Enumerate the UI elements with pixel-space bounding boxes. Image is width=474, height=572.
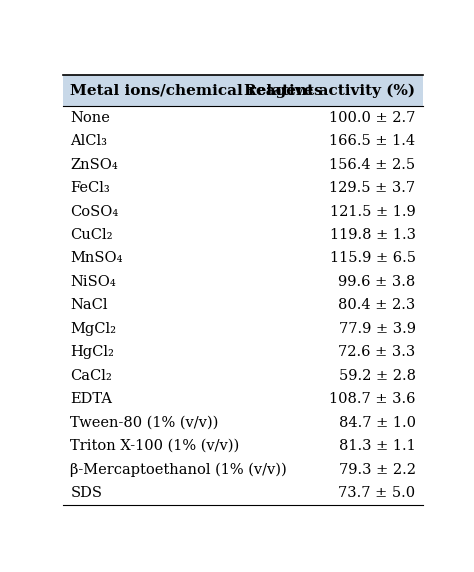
Text: 108.7 ± 3.6: 108.7 ± 3.6 [329,392,416,406]
Text: NiSO₄: NiSO₄ [70,275,116,289]
Text: 79.3 ± 2.2: 79.3 ± 2.2 [338,463,416,476]
Text: EDTA: EDTA [70,392,112,406]
Bar [63,76,423,106]
Text: 119.8 ± 1.3: 119.8 ± 1.3 [329,228,416,242]
Text: 156.4 ± 2.5: 156.4 ± 2.5 [329,158,416,172]
Text: 77.9 ± 3.9: 77.9 ± 3.9 [338,322,416,336]
Text: CaCl₂: CaCl₂ [70,369,112,383]
Text: 84.7 ± 1.0: 84.7 ± 1.0 [338,416,416,430]
Text: Relative activity (%): Relative activity (%) [245,84,416,98]
Text: MnSO₄: MnSO₄ [70,252,123,265]
Text: 100.0 ± 2.7: 100.0 ± 2.7 [329,111,416,125]
Text: 166.5 ± 1.4: 166.5 ± 1.4 [329,134,416,148]
Text: MgCl₂: MgCl₂ [70,322,116,336]
Text: FeCl₃: FeCl₃ [70,181,110,195]
Text: CuCl₂: CuCl₂ [70,228,113,242]
Text: HgCl₂: HgCl₂ [70,345,114,359]
Text: Triton X-100 (1% (v/v)): Triton X-100 (1% (v/v)) [70,439,239,453]
Text: Metal ions/chemical reagents: Metal ions/chemical reagents [70,84,323,98]
Text: 81.3 ± 1.1: 81.3 ± 1.1 [339,439,416,453]
Text: None: None [70,111,110,125]
Text: AlCl₃: AlCl₃ [70,134,107,148]
Text: Tween-80 (1% (v/v)): Tween-80 (1% (v/v)) [70,416,219,430]
Text: β-Mercaptoethanol (1% (v/v)): β-Mercaptoethanol (1% (v/v)) [70,462,287,476]
Text: 73.7 ± 5.0: 73.7 ± 5.0 [338,486,416,500]
Text: SDS: SDS [70,486,102,500]
Text: ZnSO₄: ZnSO₄ [70,158,118,172]
Text: 121.5 ± 1.9: 121.5 ± 1.9 [330,205,416,219]
Text: CoSO₄: CoSO₄ [70,205,118,219]
Text: 115.9 ± 6.5: 115.9 ± 6.5 [329,252,416,265]
Text: 80.4 ± 2.3: 80.4 ± 2.3 [338,299,416,312]
Text: 129.5 ± 3.7: 129.5 ± 3.7 [329,181,416,195]
Text: 72.6 ± 3.3: 72.6 ± 3.3 [338,345,416,359]
Text: 59.2 ± 2.8: 59.2 ± 2.8 [338,369,416,383]
Text: 99.6 ± 3.8: 99.6 ± 3.8 [338,275,416,289]
Text: NaCl: NaCl [70,299,108,312]
